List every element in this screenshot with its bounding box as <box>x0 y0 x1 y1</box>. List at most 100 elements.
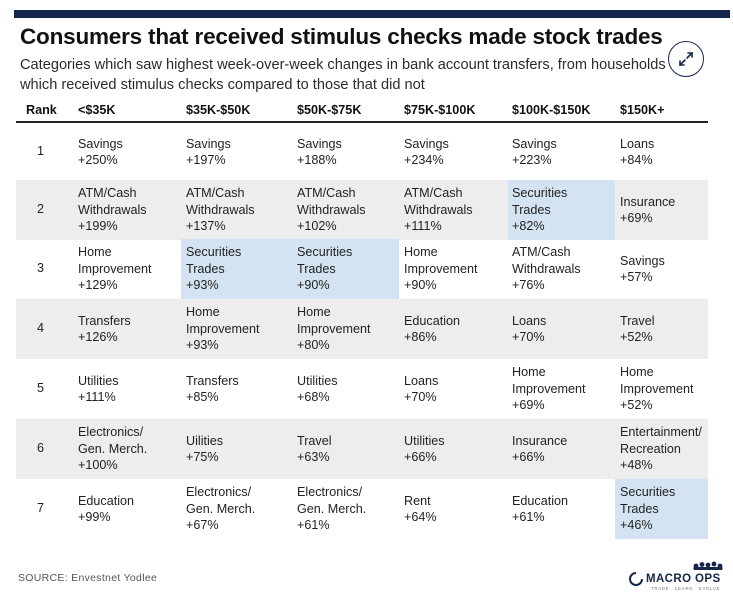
table-cell: Securities Trades +46% <box>620 484 675 534</box>
cell-value: +126% <box>78 330 118 344</box>
cell-value: +46% <box>620 518 653 533</box>
cell-category: Savings <box>404 136 449 151</box>
cell-category: Utilities <box>297 373 338 388</box>
cell-category: Education <box>404 313 461 328</box>
cell-category: Home <box>78 245 112 260</box>
cell-category: Savings <box>620 253 665 268</box>
cell-value: +93% <box>186 278 219 293</box>
cell-category: Insurance <box>512 433 568 448</box>
table-cell: ATM/Cash Withdrawals +111% <box>404 185 473 235</box>
cell-value: +52% <box>620 398 653 413</box>
rank-label: 3 <box>37 261 45 275</box>
cell-category: Utilities <box>78 373 119 388</box>
cell-category: Withdrawals <box>297 202 366 217</box>
expand-button[interactable] <box>668 41 704 77</box>
cell-value: +76% <box>512 278 545 293</box>
table-row-background <box>16 299 708 359</box>
expand-arrows-icon <box>679 52 693 66</box>
cell-value: +61% <box>512 510 545 524</box>
table-cell: Home Improvement +90% <box>404 244 478 294</box>
cell-value: +102% <box>297 219 337 234</box>
rank-label: 2 <box>37 202 45 216</box>
cell-value: +234% <box>404 153 444 167</box>
cell-category: Travel <box>297 433 332 448</box>
cell-category: Improvement <box>620 381 694 396</box>
cell-value: +85% <box>186 390 219 404</box>
cell-category: Transfers <box>78 313 131 328</box>
cell-category: Uilities <box>186 433 224 448</box>
rank-label: 5 <box>37 381 45 395</box>
cell-category: Education <box>512 493 569 508</box>
cell-category: Trades <box>297 261 336 276</box>
table-cell: Insurance +66% <box>512 433 567 466</box>
column-header: $75K-$100K <box>404 103 476 117</box>
cell-category: Improvement <box>512 381 586 396</box>
cell-value: +75% <box>186 450 219 464</box>
cell-value: +93% <box>186 338 219 353</box>
header-divider <box>16 121 708 123</box>
cell-category: Home <box>404 245 438 260</box>
cell-category: Transfers <box>186 373 239 388</box>
chart-subtitle: Categories which saw highest week-over-w… <box>20 57 666 93</box>
cell-value: +52% <box>620 330 653 344</box>
table-cell: Savings +188% <box>297 136 342 169</box>
cell-category: Improvement <box>297 321 371 336</box>
cell-category: Trades <box>512 202 551 217</box>
column-header: Rank <box>26 103 57 117</box>
highlight-cell <box>292 239 399 299</box>
cell-value: +57% <box>620 270 653 284</box>
logo-tagline: TRADE · LEARN · EVOLVE <box>651 586 721 591</box>
rank-label: 1 <box>37 144 45 158</box>
cell-value: +70% <box>512 330 545 344</box>
rank-label: 7 <box>37 501 45 515</box>
cell-category: Improvement <box>186 321 260 336</box>
cell-value: +223% <box>512 153 552 167</box>
cell-category: Gen. Merch. <box>78 441 148 456</box>
logo-name: MACRO OPS <box>646 573 721 585</box>
table-cell: Securities Trades +90% <box>297 244 352 294</box>
cell-category: Loans <box>512 313 547 328</box>
table-cell: Transfers +85% <box>186 373 239 406</box>
table-cell: Loans +70% <box>404 373 438 406</box>
table-cell: Loans +84% <box>620 136 654 169</box>
cell-value: +66% <box>404 450 437 464</box>
cell-category: Education <box>78 493 135 508</box>
cell-category: Electronics/ <box>297 485 363 500</box>
cell-value: +111% <box>404 219 442 234</box>
cell-category: Electronics/ <box>78 425 144 440</box>
cell-value: +90% <box>404 278 437 293</box>
cell-value: +86% <box>404 330 437 344</box>
cell-category: Trades <box>186 261 225 276</box>
cell-category: Withdrawals <box>186 202 255 217</box>
table-cell: Education +61% <box>512 493 568 526</box>
table-cell: Utilities +68% <box>297 373 338 406</box>
cell-category: ATM/Cash <box>297 186 356 201</box>
cell-category: Loans <box>404 373 439 388</box>
table-cell: Loans +70% <box>512 313 546 346</box>
table-cell: Home Improvement +80% <box>297 304 371 354</box>
cell-value: +137% <box>186 219 226 234</box>
cell-category: Insurance <box>620 194 676 209</box>
table-cell: ATM/Cash Withdrawals +199% <box>78 185 147 235</box>
cell-category: Entertainment/ <box>620 425 702 440</box>
column-header: $35K-$50K <box>186 103 251 117</box>
table-cell: Savings +250% <box>78 136 123 169</box>
highlight-cell <box>615 479 708 539</box>
cell-category: Home <box>297 305 331 320</box>
cell-category: Gen. Merch. <box>297 501 367 516</box>
cell-value: +82% <box>512 219 545 234</box>
cell-value: +68% <box>297 390 330 404</box>
cell-value: +69% <box>512 398 545 413</box>
source-note: SOURCE: Envestnet Yodlee <box>18 572 158 584</box>
cell-value: +66% <box>512 450 545 464</box>
table-cell: Savings +197% <box>186 136 231 169</box>
cell-category: Savings <box>78 136 123 151</box>
cell-category: Utilities <box>404 433 445 448</box>
cell-category: ATM/Cash <box>404 186 463 201</box>
cell-category: Withdrawals <box>512 261 581 276</box>
column-header: $100K-$150K <box>512 103 591 117</box>
table-cell: Electronics/Gen. Merch. +61% <box>297 484 366 534</box>
highlight-cell <box>508 180 615 240</box>
table-cell: Utilities +66% <box>404 433 445 466</box>
table-row-background <box>16 419 708 479</box>
